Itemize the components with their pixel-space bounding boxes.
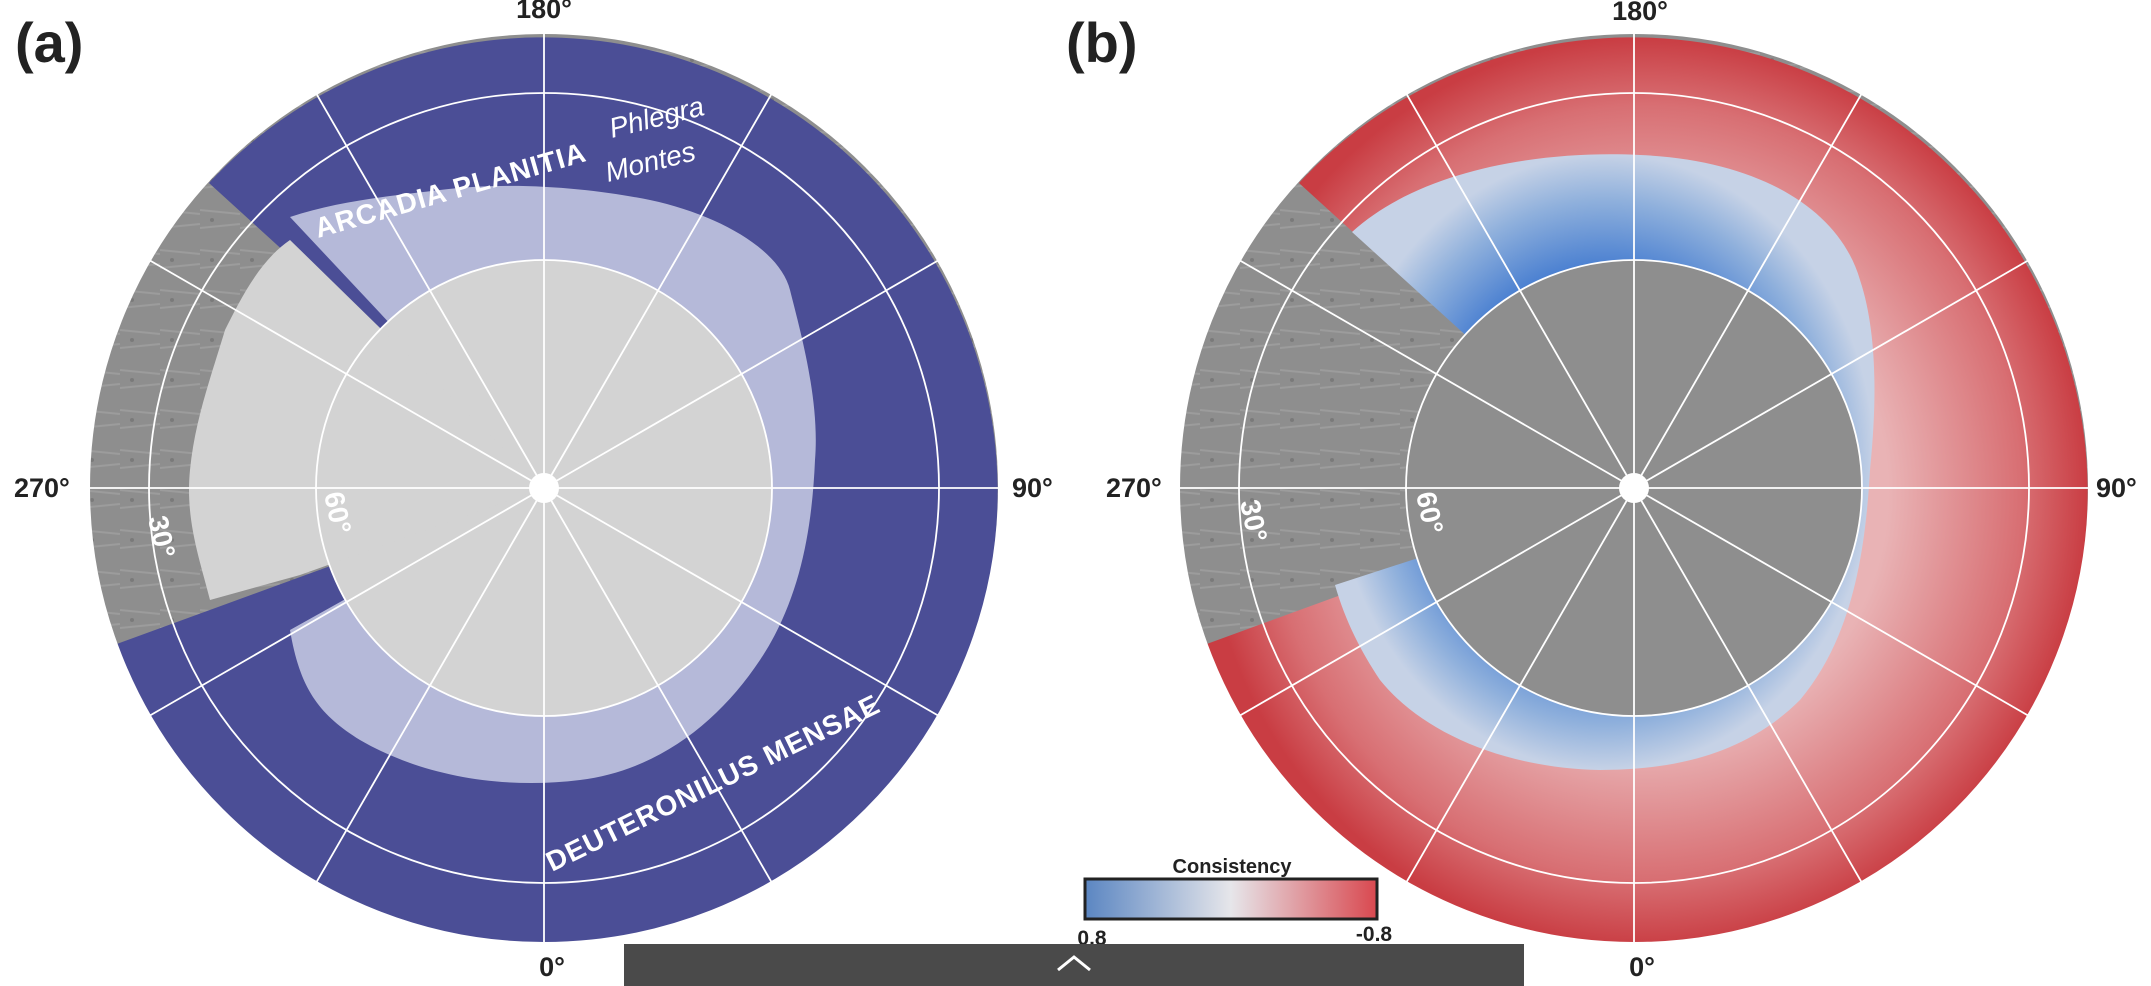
panel-a-letter: (a): [15, 11, 83, 74]
panel-a-map: [88, 32, 1000, 944]
colorbar-title: Consistency: [1173, 856, 1293, 878]
meridian-line: [1239, 487, 1635, 717]
bottom-toolbar[interactable]: [624, 944, 1524, 986]
panel-a-lon-270: 270°: [14, 473, 70, 503]
meridian-line: [1405, 93, 1635, 489]
panel-b-lon-0: 0°: [1629, 952, 1655, 982]
panel-a-lon-90: 90°: [1012, 473, 1053, 503]
study-area-west-core: [189, 240, 545, 600]
north-pole-marker: [529, 473, 559, 503]
meridian-line: [543, 93, 773, 489]
meridian-line: [543, 487, 939, 717]
meridian-line: [149, 487, 545, 717]
colorbar-max-label: -0.8: [1356, 923, 1393, 946]
north-pole-marker-b: [1619, 473, 1649, 503]
colorbar-gradient: [1083, 877, 1379, 921]
graticule-a: [89, 33, 999, 943]
meridian-line: [543, 487, 773, 883]
panel-b-lon-90: 90°: [2096, 473, 2137, 503]
graticule-b: [1179, 33, 2089, 943]
meridian-line: [1239, 259, 1635, 489]
panel-a-lon-0: 0°: [539, 952, 565, 982]
panel-b-map: [1178, 32, 2090, 944]
consistency-colorbar: Consistency 0.8 -0.8: [1077, 856, 1392, 950]
meridian-line: [1405, 487, 1635, 883]
panel-b-letter: (b): [1066, 11, 1138, 74]
meridian-line: [1633, 487, 2029, 717]
chevron-up-icon[interactable]: [1054, 952, 1094, 979]
meridian-line: [149, 259, 545, 489]
panel-b-lon-180: 180°: [1612, 0, 1668, 26]
panel-b-lon-270: 270°: [1106, 473, 1162, 503]
meridian-line: [1633, 487, 1863, 883]
meridian-line: [543, 259, 939, 489]
meridian-line: [315, 93, 545, 489]
meridian-line: [1633, 93, 1863, 489]
meridian-line: [315, 487, 545, 883]
meridian-line: [1633, 259, 2029, 489]
panel-a-lon-180: 180°: [516, 0, 572, 24]
